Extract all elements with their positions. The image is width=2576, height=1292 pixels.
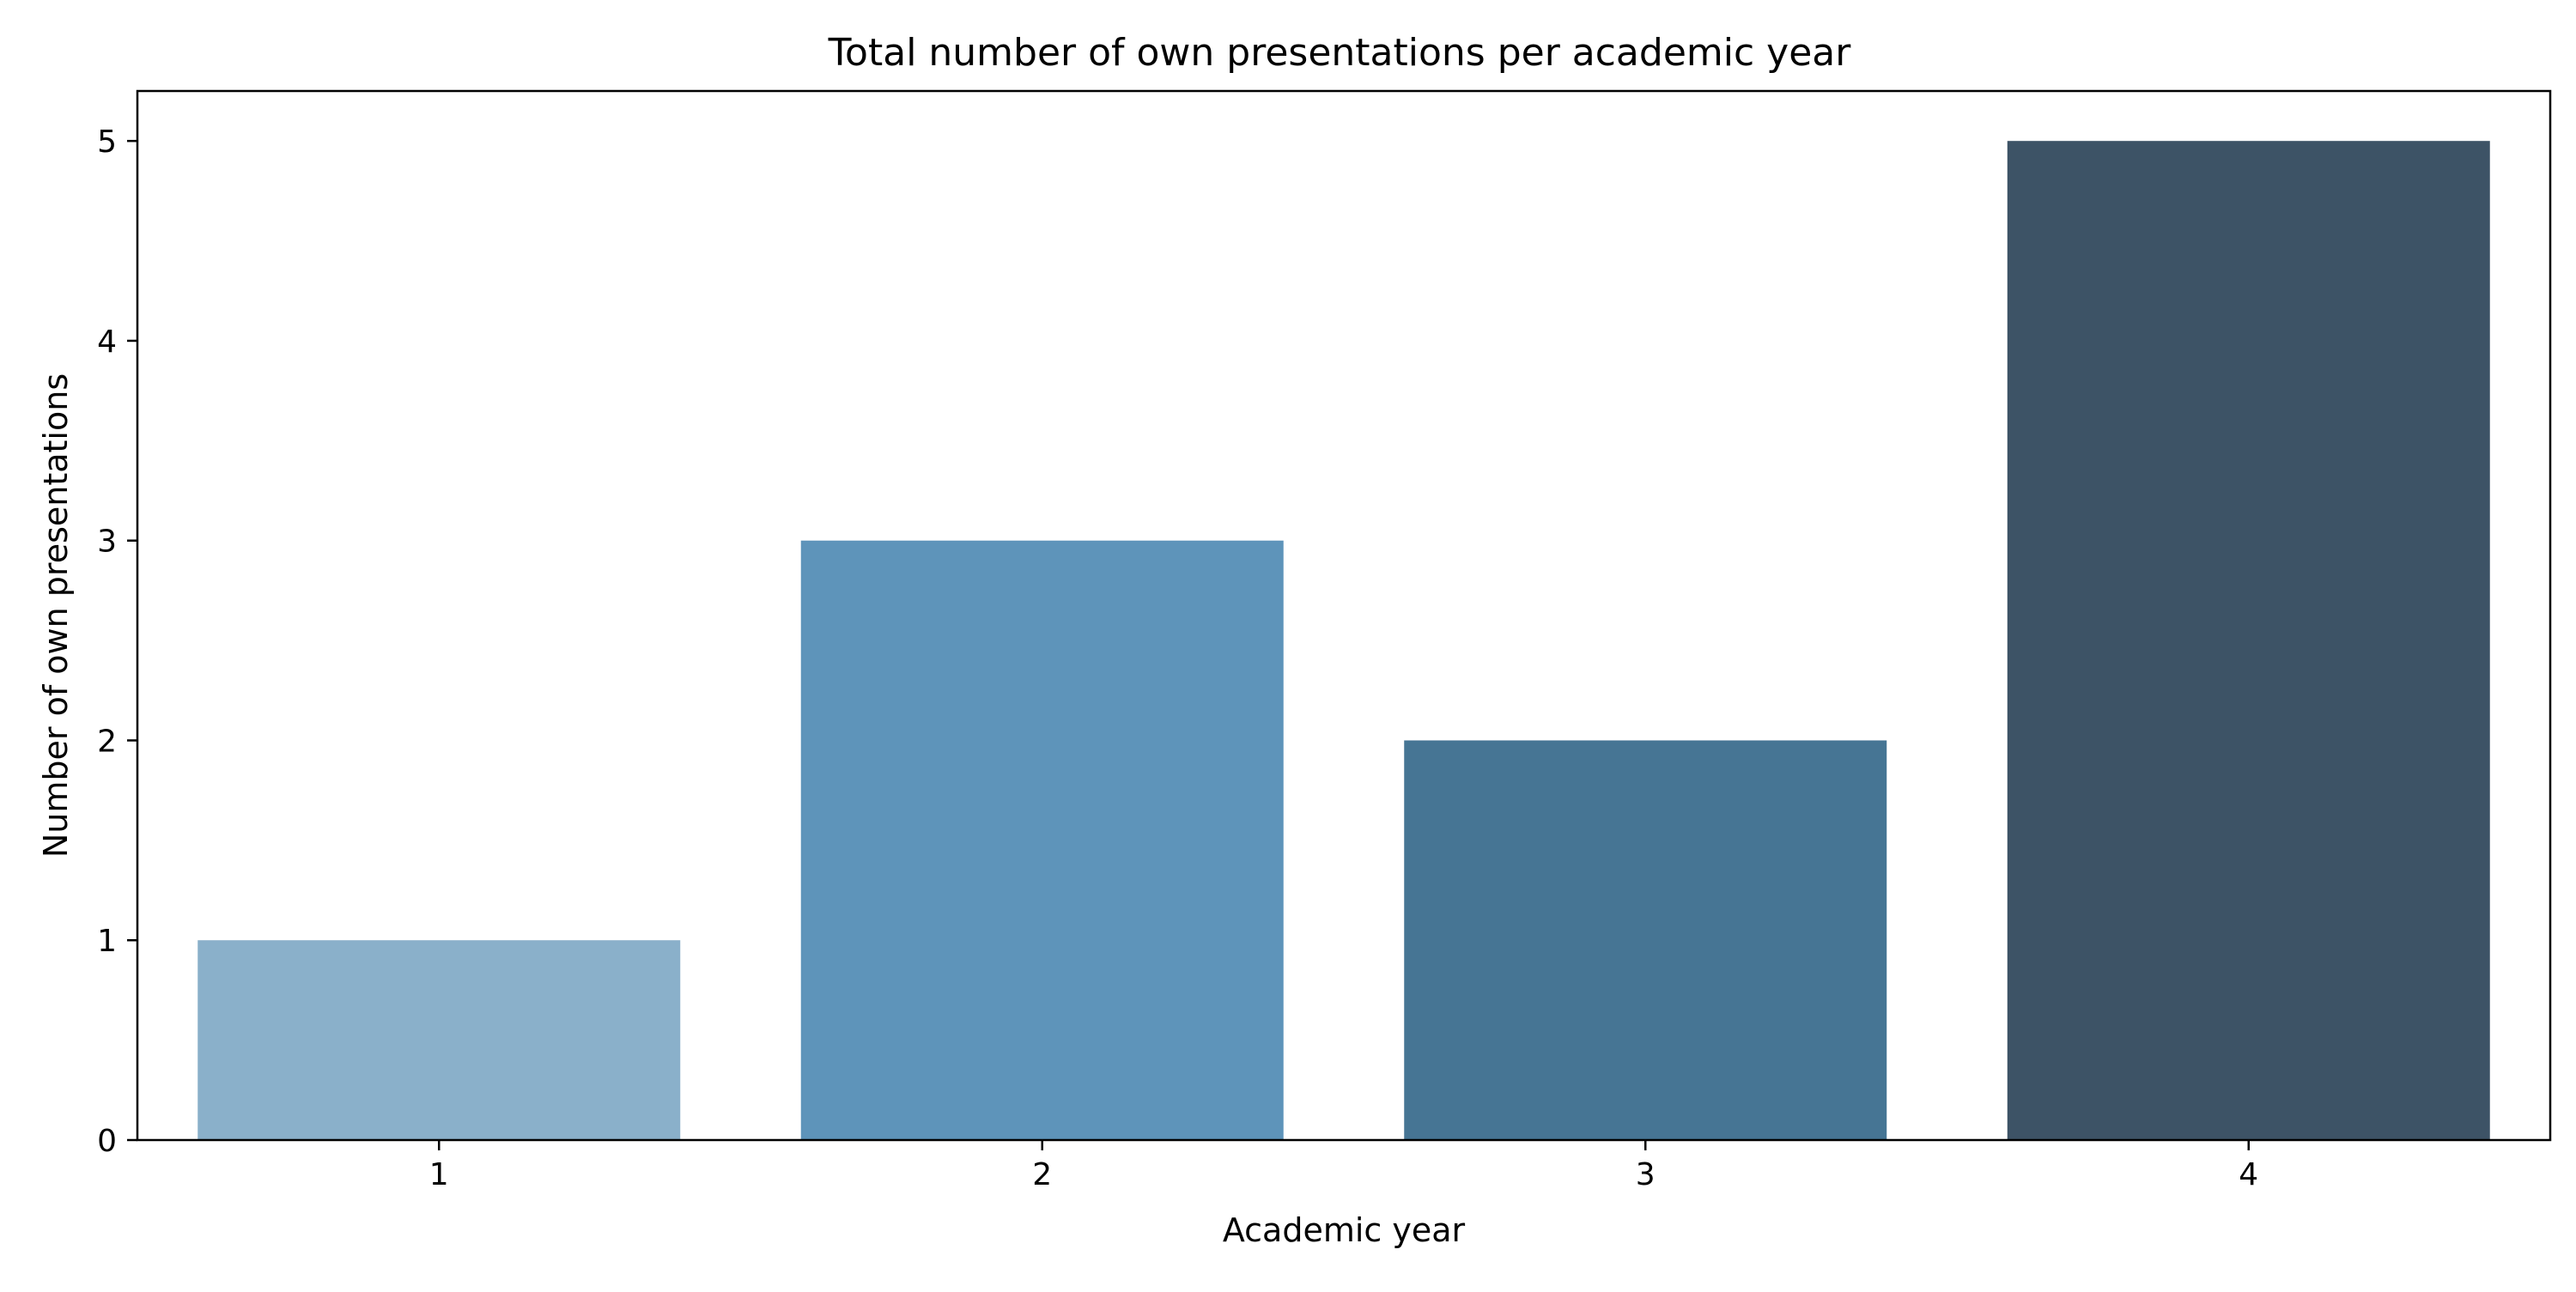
bars-layer [197, 141, 2490, 1141]
chart-title: Total number of own presentations per ac… [828, 31, 1852, 75]
x-tick-label: 3 [1636, 1157, 1656, 1192]
y-axis-label: Number of own presentations [37, 373, 75, 858]
x-tick-label: 1 [429, 1157, 449, 1192]
y-tick-label: 5 [97, 124, 117, 160]
y-tick-label: 2 [97, 724, 117, 759]
x-tick-label: 2 [1032, 1157, 1052, 1192]
y-tick-label: 3 [97, 525, 117, 560]
bar-year-4 [2007, 141, 2490, 1141]
x-axis-label: Academic year [1223, 1211, 1466, 1249]
y-axis: 0 1 2 3 4 5 [97, 124, 137, 1159]
x-axis: 1 2 3 4 [429, 1140, 2258, 1192]
plot-frame [136, 89, 2552, 1142]
x-tick-label: 4 [2239, 1157, 2258, 1192]
y-tick-label: 1 [97, 924, 117, 959]
bar-year-3 [1404, 740, 1887, 1140]
bar-year-1 [197, 940, 681, 1140]
y-tick-label: 0 [97, 1124, 117, 1159]
y-tick-label: 4 [97, 325, 117, 360]
bar-year-2 [800, 540, 1284, 1140]
